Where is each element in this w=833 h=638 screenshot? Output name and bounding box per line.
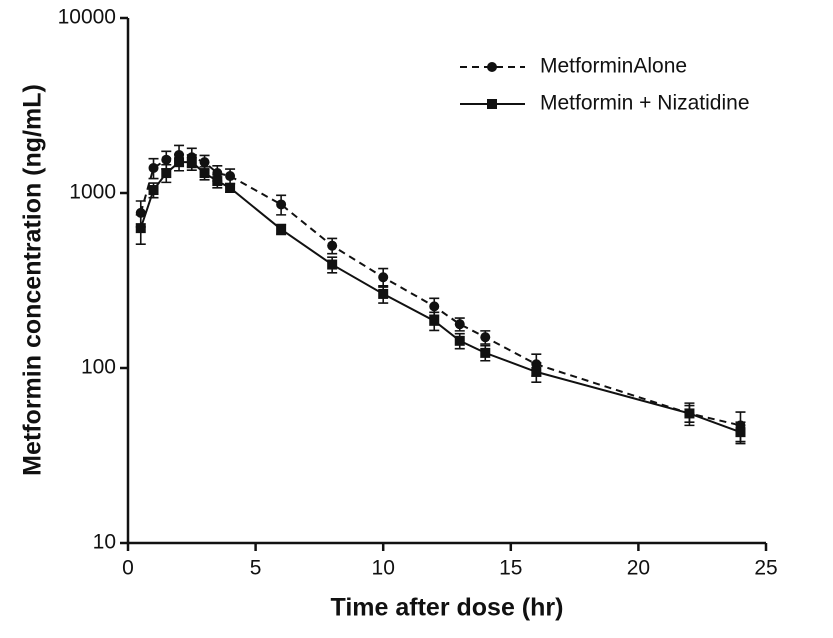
marker [276,224,287,235]
marker [212,176,223,187]
marker [174,157,185,168]
marker [735,427,746,438]
y-tick-label: 10000 [58,6,116,29]
marker [148,185,159,196]
marker [199,157,210,168]
marker [454,335,465,346]
x-tick-label: 15 [499,557,522,580]
series-line [139,153,741,427]
marker [531,366,542,377]
marker [378,288,389,299]
marker [135,223,146,234]
marker [454,319,465,330]
x-tick-label: 0 [122,557,134,580]
marker [161,168,172,179]
marker [148,162,159,173]
legend-label: Metformin + Nizatidine [540,92,750,115]
marker [161,154,172,165]
legend-marker [487,62,497,72]
x-tick-label: 5 [250,557,262,580]
marker [276,199,287,210]
x-tick-label: 20 [627,557,650,580]
marker [199,168,210,179]
marker [480,332,491,343]
marker [327,240,338,251]
marker [429,301,440,312]
y-axis-label: Metformin concentration (ng/mL) [19,84,47,476]
legend-label: MetforminAlone [540,55,687,78]
y-tick-label: 10 [93,531,116,554]
y-tick-label: 1000 [69,181,116,204]
marker [327,259,338,270]
marker [378,272,389,283]
marker [225,182,236,193]
marker [186,157,197,168]
marker [480,347,491,358]
legend-marker [487,99,497,109]
series-line [139,161,741,434]
marker [429,315,440,326]
x-tick-label: 25 [754,557,777,580]
x-axis-label: Time after dose (hr) [331,594,564,622]
x-tick-label: 10 [372,557,395,580]
marker [684,408,695,419]
y-tick-label: 100 [81,356,116,379]
marker [225,171,236,182]
